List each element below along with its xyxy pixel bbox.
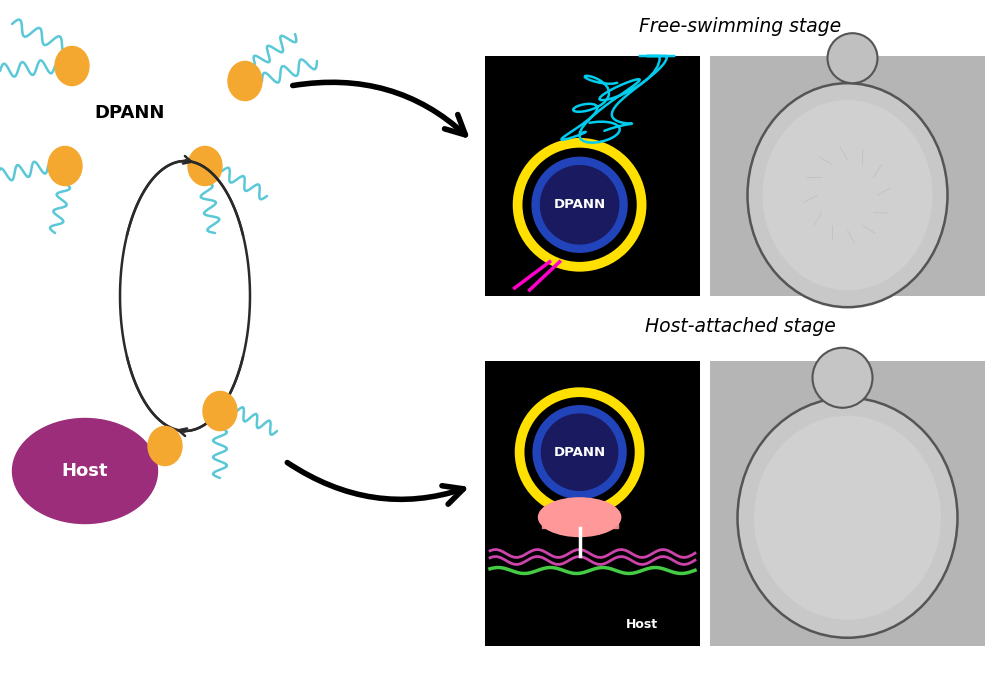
Ellipse shape (48, 146, 82, 185)
Ellipse shape (538, 497, 621, 537)
Text: DPANN: DPANN (554, 198, 606, 211)
Text: Host: Host (626, 618, 658, 631)
Ellipse shape (55, 46, 89, 86)
Circle shape (828, 33, 878, 83)
Circle shape (541, 413, 619, 491)
Text: Host: Host (62, 462, 108, 480)
Bar (485, 56, 700, 296)
Text: Free-swimming stage: Free-swimming stage (639, 16, 841, 35)
Ellipse shape (738, 398, 958, 637)
Circle shape (540, 165, 620, 244)
Circle shape (812, 348, 872, 408)
Bar (485, 361, 700, 646)
Ellipse shape (228, 61, 262, 101)
Bar (710, 361, 985, 646)
Ellipse shape (148, 426, 182, 466)
Text: Host-attached stage: Host-attached stage (645, 317, 835, 336)
Ellipse shape (763, 100, 932, 290)
Text: DPANN: DPANN (554, 445, 606, 459)
Ellipse shape (203, 392, 237, 430)
Bar (710, 56, 985, 296)
Ellipse shape (188, 146, 222, 185)
Ellipse shape (754, 415, 941, 620)
Ellipse shape (748, 83, 948, 307)
Text: DPANN: DPANN (95, 104, 165, 122)
Ellipse shape (12, 419, 158, 524)
